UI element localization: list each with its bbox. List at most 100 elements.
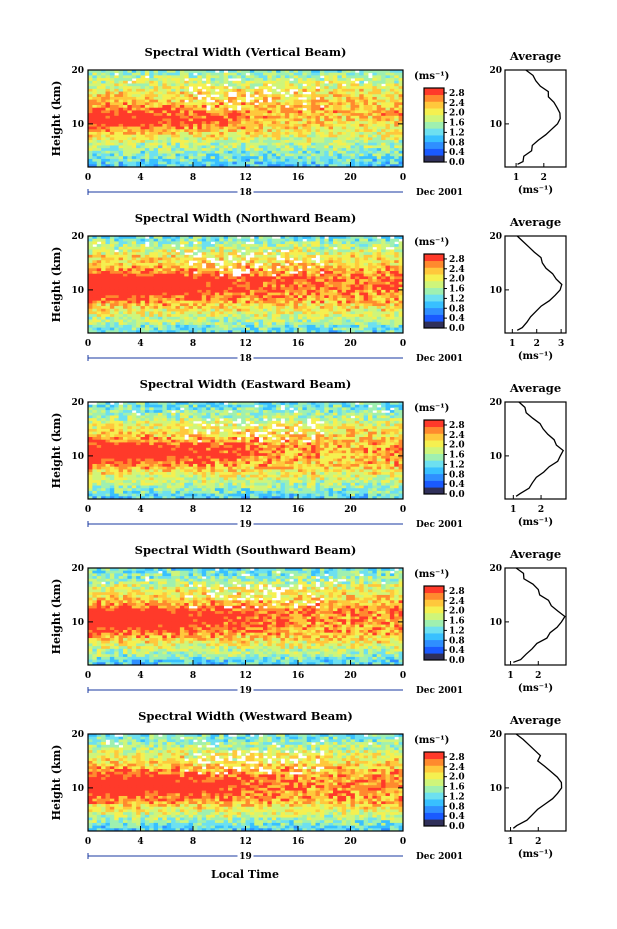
heatmap-cell — [201, 303, 207, 307]
heatmap-cell — [298, 322, 303, 326]
heatmap-cell — [123, 316, 128, 320]
heatmap-cell — [293, 265, 299, 269]
heatmap-cell — [127, 113, 133, 117]
heatmap-cell — [298, 121, 303, 125]
heatmap-cell — [127, 83, 133, 87]
heatmap-cell — [131, 308, 137, 312]
heatmap-cell — [359, 262, 365, 267]
heatmap-cell — [105, 72, 111, 76]
heatmap-cell — [92, 148, 98, 152]
heatmap-cell — [350, 254, 356, 258]
heatmap-cell — [109, 123, 115, 127]
heatmap-cell — [127, 123, 133, 127]
heatmap-cell — [254, 118, 260, 122]
heatmap-cell — [166, 322, 172, 326]
heatmap-cell — [188, 75, 194, 79]
heatmap-cell — [306, 281, 312, 285]
heatmap-cell — [175, 281, 181, 285]
heatmap-cell — [171, 306, 176, 310]
heatmap-cell — [337, 268, 343, 272]
heatmap-cell — [306, 287, 312, 291]
heatmap-cell — [267, 123, 273, 127]
heatmap-cell — [385, 148, 391, 152]
heatmap-cell — [149, 322, 155, 326]
heatmap-cell — [315, 140, 321, 144]
heatmap-cell — [206, 156, 211, 160]
heatmap-cell — [385, 113, 391, 117]
heatmap-cell — [263, 164, 268, 168]
heatmap-cell — [236, 142, 242, 146]
heatmap-cell — [324, 134, 330, 138]
heatmap-cell — [175, 142, 181, 146]
heatmap-cell — [144, 115, 150, 119]
heatmap-cell — [131, 289, 137, 293]
heatmap-cell — [131, 303, 137, 307]
heatmap-cell — [254, 257, 260, 261]
heatmap-cell — [263, 137, 268, 141]
heatmap-cell — [280, 145, 286, 149]
heatmap-cell — [350, 252, 356, 256]
heatmap-cell — [363, 257, 369, 261]
heatmap-cell — [311, 115, 316, 119]
heatmap-cell — [232, 249, 238, 253]
heatmap-cell — [171, 161, 176, 165]
heatmap-cell — [127, 153, 133, 157]
heatmap-cell — [245, 150, 251, 154]
heatmap-cell — [333, 75, 338, 79]
heatmap-cell — [341, 327, 347, 331]
heatmap-cell — [368, 284, 373, 288]
heatmap-cell — [324, 292, 330, 296]
heatmap-cell — [149, 78, 155, 82]
heatmap-cell — [92, 70, 98, 74]
colorbar-swatch — [424, 108, 444, 116]
heatmap-cell — [171, 110, 176, 114]
heatmap-cell — [258, 252, 264, 256]
heatmap-cell — [276, 99, 281, 103]
heatmap-cell — [184, 131, 190, 136]
heatmap-cell — [109, 145, 115, 149]
heatmap-cell — [267, 134, 273, 138]
heatmap-cell — [210, 238, 216, 242]
heatmap-cell — [136, 238, 141, 242]
heatmap-cell — [144, 70, 150, 74]
heatmap-cell — [166, 273, 172, 277]
heatmap-cell — [232, 105, 238, 109]
heatmap-cell — [184, 279, 190, 283]
heatmap-cell — [193, 327, 198, 331]
heatmap-cell — [184, 316, 190, 320]
heatmap-cell — [385, 110, 391, 114]
heatmap-cell — [368, 105, 373, 109]
heatmap-cell — [315, 314, 321, 318]
heatmap-cell — [359, 289, 365, 293]
heatmap-cell — [350, 145, 356, 149]
heatmap-cell — [193, 140, 198, 144]
heatmap-cell — [284, 265, 290, 269]
heatmap-cell — [280, 131, 286, 136]
heatmap-cell — [118, 107, 124, 111]
heatmap-cell — [96, 158, 102, 163]
heatmap-cell — [398, 236, 404, 240]
heatmap-cell — [214, 86, 220, 90]
heatmap-cell — [114, 78, 120, 82]
heatmap-cell — [385, 70, 391, 74]
heatmap-cell — [319, 249, 325, 253]
heatmap-cell — [276, 83, 281, 87]
heatmap-cell — [101, 281, 106, 285]
heatmap-cell — [245, 131, 251, 136]
heatmap-cell — [363, 306, 369, 310]
heatmap-cell — [267, 110, 273, 114]
heatmap-cell — [166, 276, 172, 280]
heatmap-cell — [337, 254, 343, 258]
heatmap-cell — [219, 115, 225, 119]
heatmap-cell — [162, 308, 168, 312]
heatmap-cell — [289, 75, 295, 79]
heatmap-cell — [315, 161, 321, 165]
heatmap-cell — [267, 86, 273, 90]
heatmap-cell — [267, 145, 273, 149]
heatmap-cell — [350, 319, 356, 323]
heatmap-cell — [293, 118, 299, 122]
heatmap-cell — [236, 314, 242, 318]
heatmap-cell — [92, 268, 98, 272]
heatmap-cell — [101, 246, 106, 250]
heatmap-cell — [280, 99, 286, 103]
